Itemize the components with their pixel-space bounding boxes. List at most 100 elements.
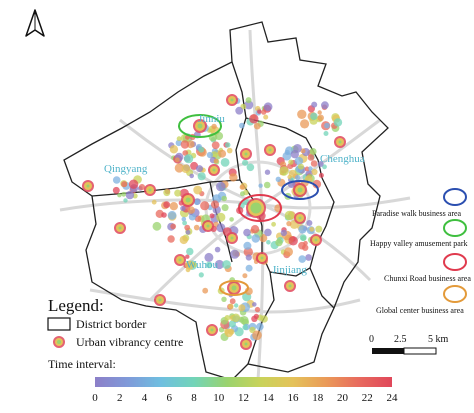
vibrancy-centre-marker (256, 252, 268, 264)
hotspot-dot (167, 210, 177, 220)
hotspot-dot (185, 267, 191, 273)
scale-label-0: 0 (369, 334, 374, 345)
hotspot-dot (266, 240, 271, 245)
main-legend: Legend: District border Urban vibrancy c… (47, 296, 399, 404)
border-jinjiang-south (309, 267, 335, 309)
district-label-qingyang: Qingyang (104, 163, 148, 175)
time-tick-label: 24 (387, 392, 399, 404)
hotspot-dot (121, 191, 127, 197)
hotspot-dot (263, 114, 269, 120)
hotspot-dot (128, 179, 139, 189)
vibrancy-centre-swatch (53, 336, 65, 348)
hotspot-dot (181, 216, 187, 222)
vibrancy-centre-marker (193, 119, 207, 133)
hotspot-dot (275, 176, 281, 182)
hotspot-dot (317, 114, 325, 122)
hotspot-dot (299, 234, 307, 242)
hotspot-dot (163, 201, 171, 209)
hotspot-dot (240, 191, 245, 197)
vibrancy-centre-marker (240, 148, 252, 160)
hotspot-dot (152, 221, 162, 231)
hotspot-dot (288, 236, 298, 246)
hotspot-dot (310, 160, 318, 167)
hotspot-dot (170, 223, 177, 230)
vibrancy-centre-marker (246, 198, 266, 218)
hotspot-dot (287, 163, 294, 170)
hotspot-dot (238, 304, 246, 312)
hotspot-dot (214, 259, 224, 270)
highlight-ellipses (178, 114, 319, 296)
hotspot-dot (286, 221, 292, 227)
hotspot-dot (182, 220, 188, 226)
hotspot-dot (271, 221, 276, 227)
vibrancy-centre-marker (114, 222, 126, 234)
hotspot-dot (161, 212, 167, 218)
hotspot-dot (202, 287, 209, 294)
district-label-jinniu: Jinniu (198, 113, 225, 125)
hotspot-dot (309, 226, 315, 232)
hotspot-dot (198, 272, 204, 278)
hotspot-dot (300, 119, 310, 129)
area-marker-paradise-walk (443, 188, 467, 206)
time-tick-label: 18 (312, 392, 324, 404)
vibrancy-centre-marker (208, 164, 220, 176)
time-tick-label: 16 (288, 392, 300, 404)
hotspot-dot (284, 210, 295, 221)
hotspot-dot (213, 158, 219, 164)
hotspot-dot (205, 261, 213, 269)
hotspot-dot (246, 163, 255, 172)
happy-valley-ellipse (178, 114, 222, 138)
hotspot-dot (174, 163, 184, 173)
hotspot-dot (242, 159, 249, 166)
hotspot-dot (204, 252, 214, 262)
hotspot-dot (169, 202, 178, 211)
vibrancy-centre-marker (174, 254, 186, 266)
hotspot-dot (229, 173, 238, 182)
hotspot-dot (315, 225, 323, 233)
legend-time-interval: Time interval: (48, 357, 116, 371)
hotspot-dot (228, 303, 234, 310)
hotspot-dot (198, 146, 205, 153)
hotspot-dot (123, 198, 128, 203)
hotspot-dot (210, 200, 220, 209)
hotspot-dot (321, 101, 329, 110)
time-tick-label: 6 (167, 392, 173, 404)
district-label-chenghua: Chenghua (320, 153, 365, 165)
time-tick-label: 20 (337, 392, 349, 404)
paradise-walk-ellipse (281, 180, 319, 200)
district-label-jinjiang: Jinjiang (272, 264, 307, 276)
hotspot-dot (252, 302, 257, 307)
hotspot-dot (245, 254, 252, 261)
hotspot-dot (214, 246, 221, 253)
hotspot-dot (243, 241, 252, 250)
hotspot-dot (117, 193, 122, 198)
area-label-paradise-walk: Paradise walk business area (372, 209, 462, 218)
time-tick-label: 8 (191, 392, 197, 404)
hotspot-dot (264, 228, 272, 237)
hotspot-dot (220, 158, 230, 167)
hotspot-dot (298, 225, 307, 234)
hotspot-dot (260, 315, 268, 323)
hotspot-dot (211, 123, 217, 130)
hotspot-dot (311, 101, 318, 108)
hotspot-dot (221, 296, 227, 302)
hotspot-dot (295, 174, 301, 181)
hotspot-dot (193, 224, 200, 231)
district-labels: Jinniu Qingyang Chenghua Wuhou Jinjiang (104, 113, 365, 276)
hotspot-dot (184, 154, 194, 164)
hotspot-dot (176, 136, 182, 142)
area-label-chunxi-road: Chunxi Road business area (384, 274, 471, 283)
hotspot-dot (234, 303, 239, 308)
hotspot-dot (187, 206, 195, 214)
hotspot-dot (197, 172, 206, 181)
hotspot-dot (184, 224, 191, 231)
time-tick-label: 4 (142, 392, 148, 404)
hotspot-dot (309, 148, 317, 155)
vibrancy-centre-marker (202, 220, 214, 232)
hotspot-dot (307, 154, 315, 161)
hotspot-dot (224, 315, 231, 321)
hotspot-dot (261, 109, 267, 115)
area-legend: Paradise walk business area Happy valley… (370, 188, 471, 315)
hotspot-dot (253, 313, 259, 319)
